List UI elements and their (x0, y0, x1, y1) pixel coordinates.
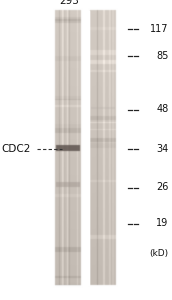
Text: 34: 34 (156, 143, 169, 154)
Text: CDC2: CDC2 (2, 143, 31, 154)
Text: 117: 117 (150, 23, 169, 34)
Text: 85: 85 (156, 50, 169, 61)
Text: (kD): (kD) (149, 249, 169, 258)
Text: 26: 26 (156, 182, 169, 193)
Text: 19: 19 (156, 218, 169, 229)
Text: 48: 48 (156, 104, 169, 115)
Text: 293: 293 (59, 0, 79, 6)
